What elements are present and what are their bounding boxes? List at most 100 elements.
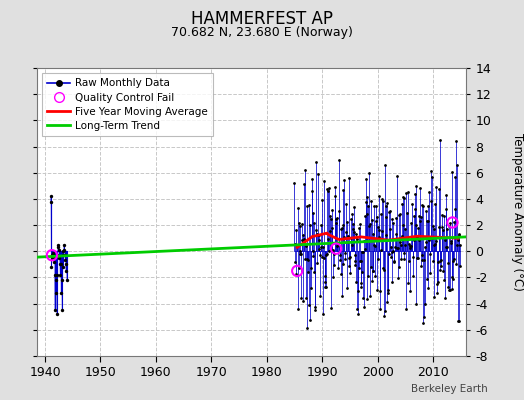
Point bbox=[333, 240, 341, 247]
Point bbox=[299, 297, 308, 304]
Point bbox=[383, 200, 391, 206]
Point bbox=[327, 305, 335, 312]
Point bbox=[290, 180, 299, 186]
Point bbox=[409, 253, 417, 260]
Point bbox=[385, 250, 393, 257]
Point bbox=[443, 244, 451, 250]
Point bbox=[386, 208, 395, 214]
Point bbox=[387, 244, 395, 250]
Point bbox=[296, 223, 304, 230]
Point bbox=[370, 241, 378, 248]
Point bbox=[426, 251, 434, 257]
Point bbox=[397, 256, 406, 262]
Point bbox=[401, 226, 409, 232]
Point bbox=[416, 218, 424, 224]
Point bbox=[384, 287, 392, 293]
Point bbox=[364, 202, 372, 209]
Point bbox=[437, 263, 445, 269]
Point bbox=[365, 170, 374, 176]
Point bbox=[427, 198, 435, 204]
Point bbox=[427, 168, 435, 174]
Point bbox=[423, 285, 432, 291]
Point bbox=[392, 230, 400, 237]
Point bbox=[403, 280, 412, 286]
Point bbox=[304, 268, 312, 275]
Point bbox=[61, 252, 69, 258]
Point bbox=[422, 239, 430, 245]
Point bbox=[330, 251, 339, 257]
Point bbox=[324, 185, 333, 192]
Point bbox=[435, 267, 444, 273]
Point bbox=[337, 226, 345, 232]
Point bbox=[301, 167, 309, 173]
Point bbox=[326, 247, 335, 254]
Point bbox=[320, 254, 328, 261]
Point bbox=[449, 219, 457, 226]
Point bbox=[56, 272, 64, 278]
Point bbox=[343, 218, 351, 225]
Point bbox=[421, 300, 429, 307]
Point bbox=[423, 276, 431, 282]
Point bbox=[370, 272, 379, 279]
Point bbox=[345, 263, 353, 269]
Point bbox=[433, 290, 441, 296]
Point bbox=[388, 249, 396, 255]
Point bbox=[429, 223, 438, 230]
Point bbox=[414, 254, 422, 261]
Point bbox=[398, 201, 406, 208]
Point bbox=[296, 251, 304, 258]
Point bbox=[335, 208, 344, 214]
Point bbox=[446, 287, 454, 294]
Point bbox=[348, 221, 357, 228]
Point bbox=[310, 268, 319, 275]
Point bbox=[321, 279, 330, 285]
Point bbox=[60, 247, 69, 253]
Point bbox=[358, 249, 367, 255]
Point bbox=[305, 302, 313, 308]
Point bbox=[453, 242, 461, 248]
Point bbox=[355, 225, 363, 232]
Point bbox=[384, 290, 392, 297]
Point bbox=[379, 267, 388, 274]
Point bbox=[314, 237, 323, 243]
Point bbox=[393, 245, 401, 251]
Point bbox=[366, 198, 375, 204]
Point bbox=[344, 255, 353, 261]
Point bbox=[410, 190, 419, 197]
Point bbox=[376, 306, 384, 312]
Point bbox=[59, 252, 67, 258]
Point bbox=[304, 202, 313, 208]
Point bbox=[319, 310, 327, 317]
Point bbox=[372, 217, 380, 224]
Point bbox=[381, 308, 389, 314]
Point bbox=[326, 213, 334, 220]
Point bbox=[315, 246, 324, 252]
Point bbox=[316, 293, 324, 300]
Point bbox=[361, 246, 369, 252]
Point bbox=[389, 248, 397, 254]
Point bbox=[441, 192, 450, 198]
Point bbox=[422, 218, 431, 225]
Point bbox=[386, 226, 394, 233]
Point bbox=[400, 256, 409, 262]
Point bbox=[366, 221, 375, 227]
Point bbox=[321, 284, 329, 290]
Point bbox=[424, 203, 432, 210]
Point bbox=[367, 264, 375, 270]
Point bbox=[455, 318, 463, 325]
Point bbox=[312, 158, 320, 165]
Point bbox=[358, 249, 366, 255]
Point bbox=[431, 201, 439, 207]
Point bbox=[413, 225, 422, 231]
Point bbox=[394, 245, 402, 252]
Point bbox=[62, 261, 70, 268]
Point bbox=[418, 251, 427, 258]
Point bbox=[409, 237, 418, 243]
Point bbox=[346, 270, 355, 276]
Point bbox=[391, 244, 399, 250]
Point bbox=[338, 292, 346, 299]
Point bbox=[419, 320, 427, 327]
Point bbox=[318, 254, 326, 260]
Point bbox=[47, 264, 56, 270]
Point bbox=[436, 258, 444, 264]
